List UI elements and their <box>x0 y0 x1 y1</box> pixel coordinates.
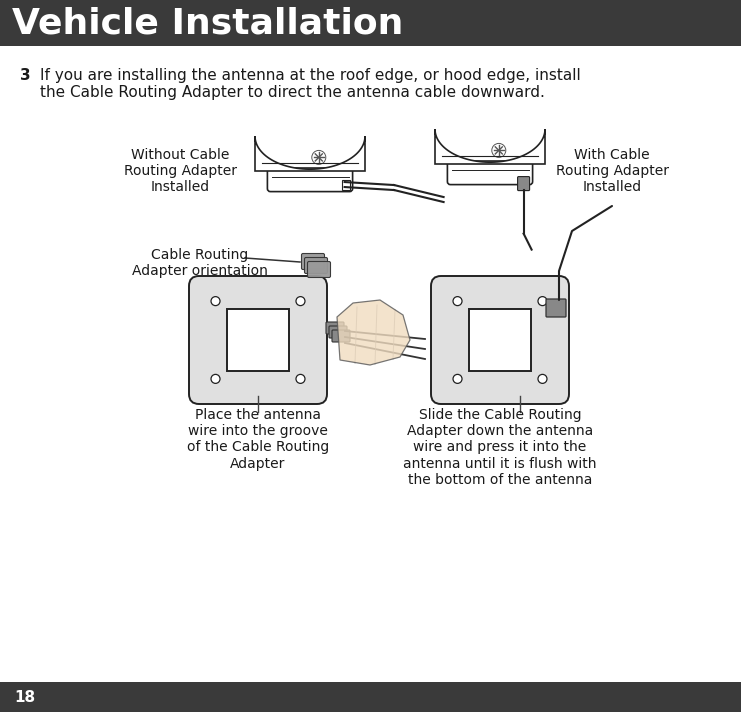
Text: With Cable
Routing Adapter
Installed: With Cable Routing Adapter Installed <box>556 148 668 194</box>
Circle shape <box>211 297 220 305</box>
Text: If you are installing the antenna at the roof edge, or hood edge, install: If you are installing the antenna at the… <box>40 68 581 83</box>
Circle shape <box>453 297 462 305</box>
Bar <box>227 309 289 372</box>
FancyBboxPatch shape <box>518 177 530 191</box>
PathPatch shape <box>435 130 545 164</box>
FancyBboxPatch shape <box>332 330 350 342</box>
FancyBboxPatch shape <box>431 276 569 404</box>
FancyBboxPatch shape <box>305 258 328 273</box>
Bar <box>0 0 741 46</box>
FancyBboxPatch shape <box>448 161 533 184</box>
Circle shape <box>296 297 305 305</box>
Circle shape <box>211 375 220 383</box>
PathPatch shape <box>255 136 365 171</box>
Text: Without Cable
Routing Adapter
Installed: Without Cable Routing Adapter Installed <box>124 148 236 194</box>
FancyBboxPatch shape <box>302 253 325 270</box>
Text: 3: 3 <box>20 68 30 83</box>
Bar <box>342 180 350 190</box>
Text: Vehicle Installation: Vehicle Installation <box>12 6 403 40</box>
Circle shape <box>453 375 462 383</box>
Text: Cable Routing
Adapter orientation: Cable Routing Adapter orientation <box>132 248 268 278</box>
FancyBboxPatch shape <box>189 276 327 404</box>
Circle shape <box>538 375 547 383</box>
Text: Slide the Cable Routing
Adapter down the antenna
wire and press it into the
ante: Slide the Cable Routing Adapter down the… <box>403 408 597 487</box>
Circle shape <box>296 375 305 383</box>
Text: 18: 18 <box>14 689 35 704</box>
FancyBboxPatch shape <box>268 168 353 192</box>
Text: the Cable Routing Adapter to direct the antenna cable downward.: the Cable Routing Adapter to direct the … <box>40 85 545 100</box>
Bar <box>469 309 531 372</box>
Bar <box>0 682 741 712</box>
FancyBboxPatch shape <box>546 299 566 317</box>
FancyBboxPatch shape <box>308 261 330 278</box>
FancyBboxPatch shape <box>329 326 347 338</box>
Circle shape <box>538 297 547 305</box>
Text: Place the antenna
wire into the groove
of the Cable Routing
Adapter: Place the antenna wire into the groove o… <box>187 408 329 471</box>
FancyBboxPatch shape <box>326 322 344 334</box>
Polygon shape <box>337 300 410 365</box>
